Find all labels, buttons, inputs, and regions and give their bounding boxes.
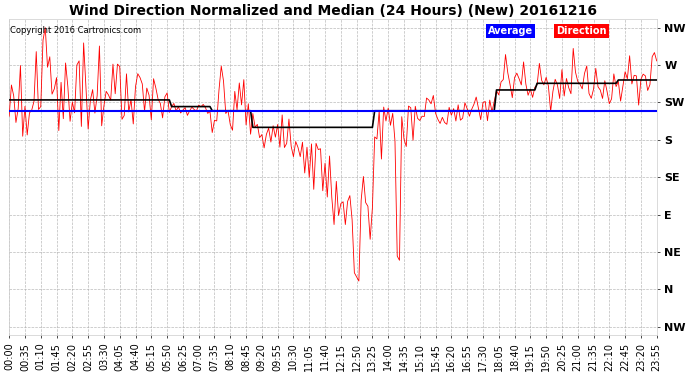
Text: Direction: Direction <box>556 26 607 36</box>
Title: Wind Direction Normalized and Median (24 Hours) (New) 20161216: Wind Direction Normalized and Median (24… <box>69 4 597 18</box>
Text: Copyright 2016 Cartronics.com: Copyright 2016 Cartronics.com <box>10 26 141 34</box>
Text: Average: Average <box>489 26 533 36</box>
